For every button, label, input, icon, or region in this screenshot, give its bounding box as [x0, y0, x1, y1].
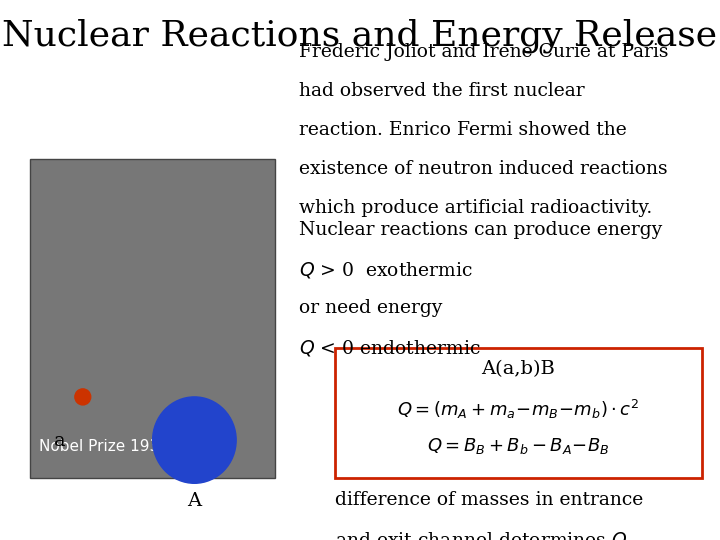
Text: $Q$ > 0  exothermic: $Q$ > 0 exothermic	[299, 260, 473, 280]
FancyBboxPatch shape	[30, 159, 275, 478]
Text: $Q = B_B + B_b - B_A\!-\!B_B$: $Q = B_B + B_b - B_A\!-\!B_B$	[427, 436, 610, 456]
Text: Frederic Joliot and Irene Curie at Paris: Frederic Joliot and Irene Curie at Paris	[299, 43, 668, 61]
Text: $Q = (m_A + m_a\!-\!m_B\!-\!m_b) \cdot c^2$: $Q = (m_A + m_a\!-\!m_B\!-\!m_b) \cdot c…	[397, 398, 639, 421]
Text: Nuclear Reactions and Energy Release: Nuclear Reactions and Energy Release	[2, 19, 718, 53]
Text: Nuclear reactions can produce energy: Nuclear reactions can produce energy	[299, 221, 662, 239]
Text: A: A	[187, 492, 202, 510]
Text: Nobel Prize 1938: Nobel Prize 1938	[39, 438, 168, 454]
Text: or need energy: or need energy	[299, 299, 442, 317]
Text: a: a	[54, 432, 66, 450]
Text: A(a,b)B: A(a,b)B	[482, 360, 555, 378]
FancyBboxPatch shape	[335, 348, 702, 478]
Text: difference of masses in entrance: difference of masses in entrance	[335, 491, 643, 509]
Text: $Q$ < 0 endothermic: $Q$ < 0 endothermic	[299, 338, 480, 358]
Text: and exit channel determines $Q$: and exit channel determines $Q$	[335, 530, 627, 540]
Text: which produce artificial radioactivity.: which produce artificial radioactivity.	[299, 199, 652, 217]
Ellipse shape	[75, 389, 91, 405]
Ellipse shape	[153, 397, 236, 483]
Text: had observed the first nuclear: had observed the first nuclear	[299, 82, 585, 100]
Text: existence of neutron induced reactions: existence of neutron induced reactions	[299, 160, 667, 178]
Text: reaction. Enrico Fermi showed the: reaction. Enrico Fermi showed the	[299, 121, 626, 139]
